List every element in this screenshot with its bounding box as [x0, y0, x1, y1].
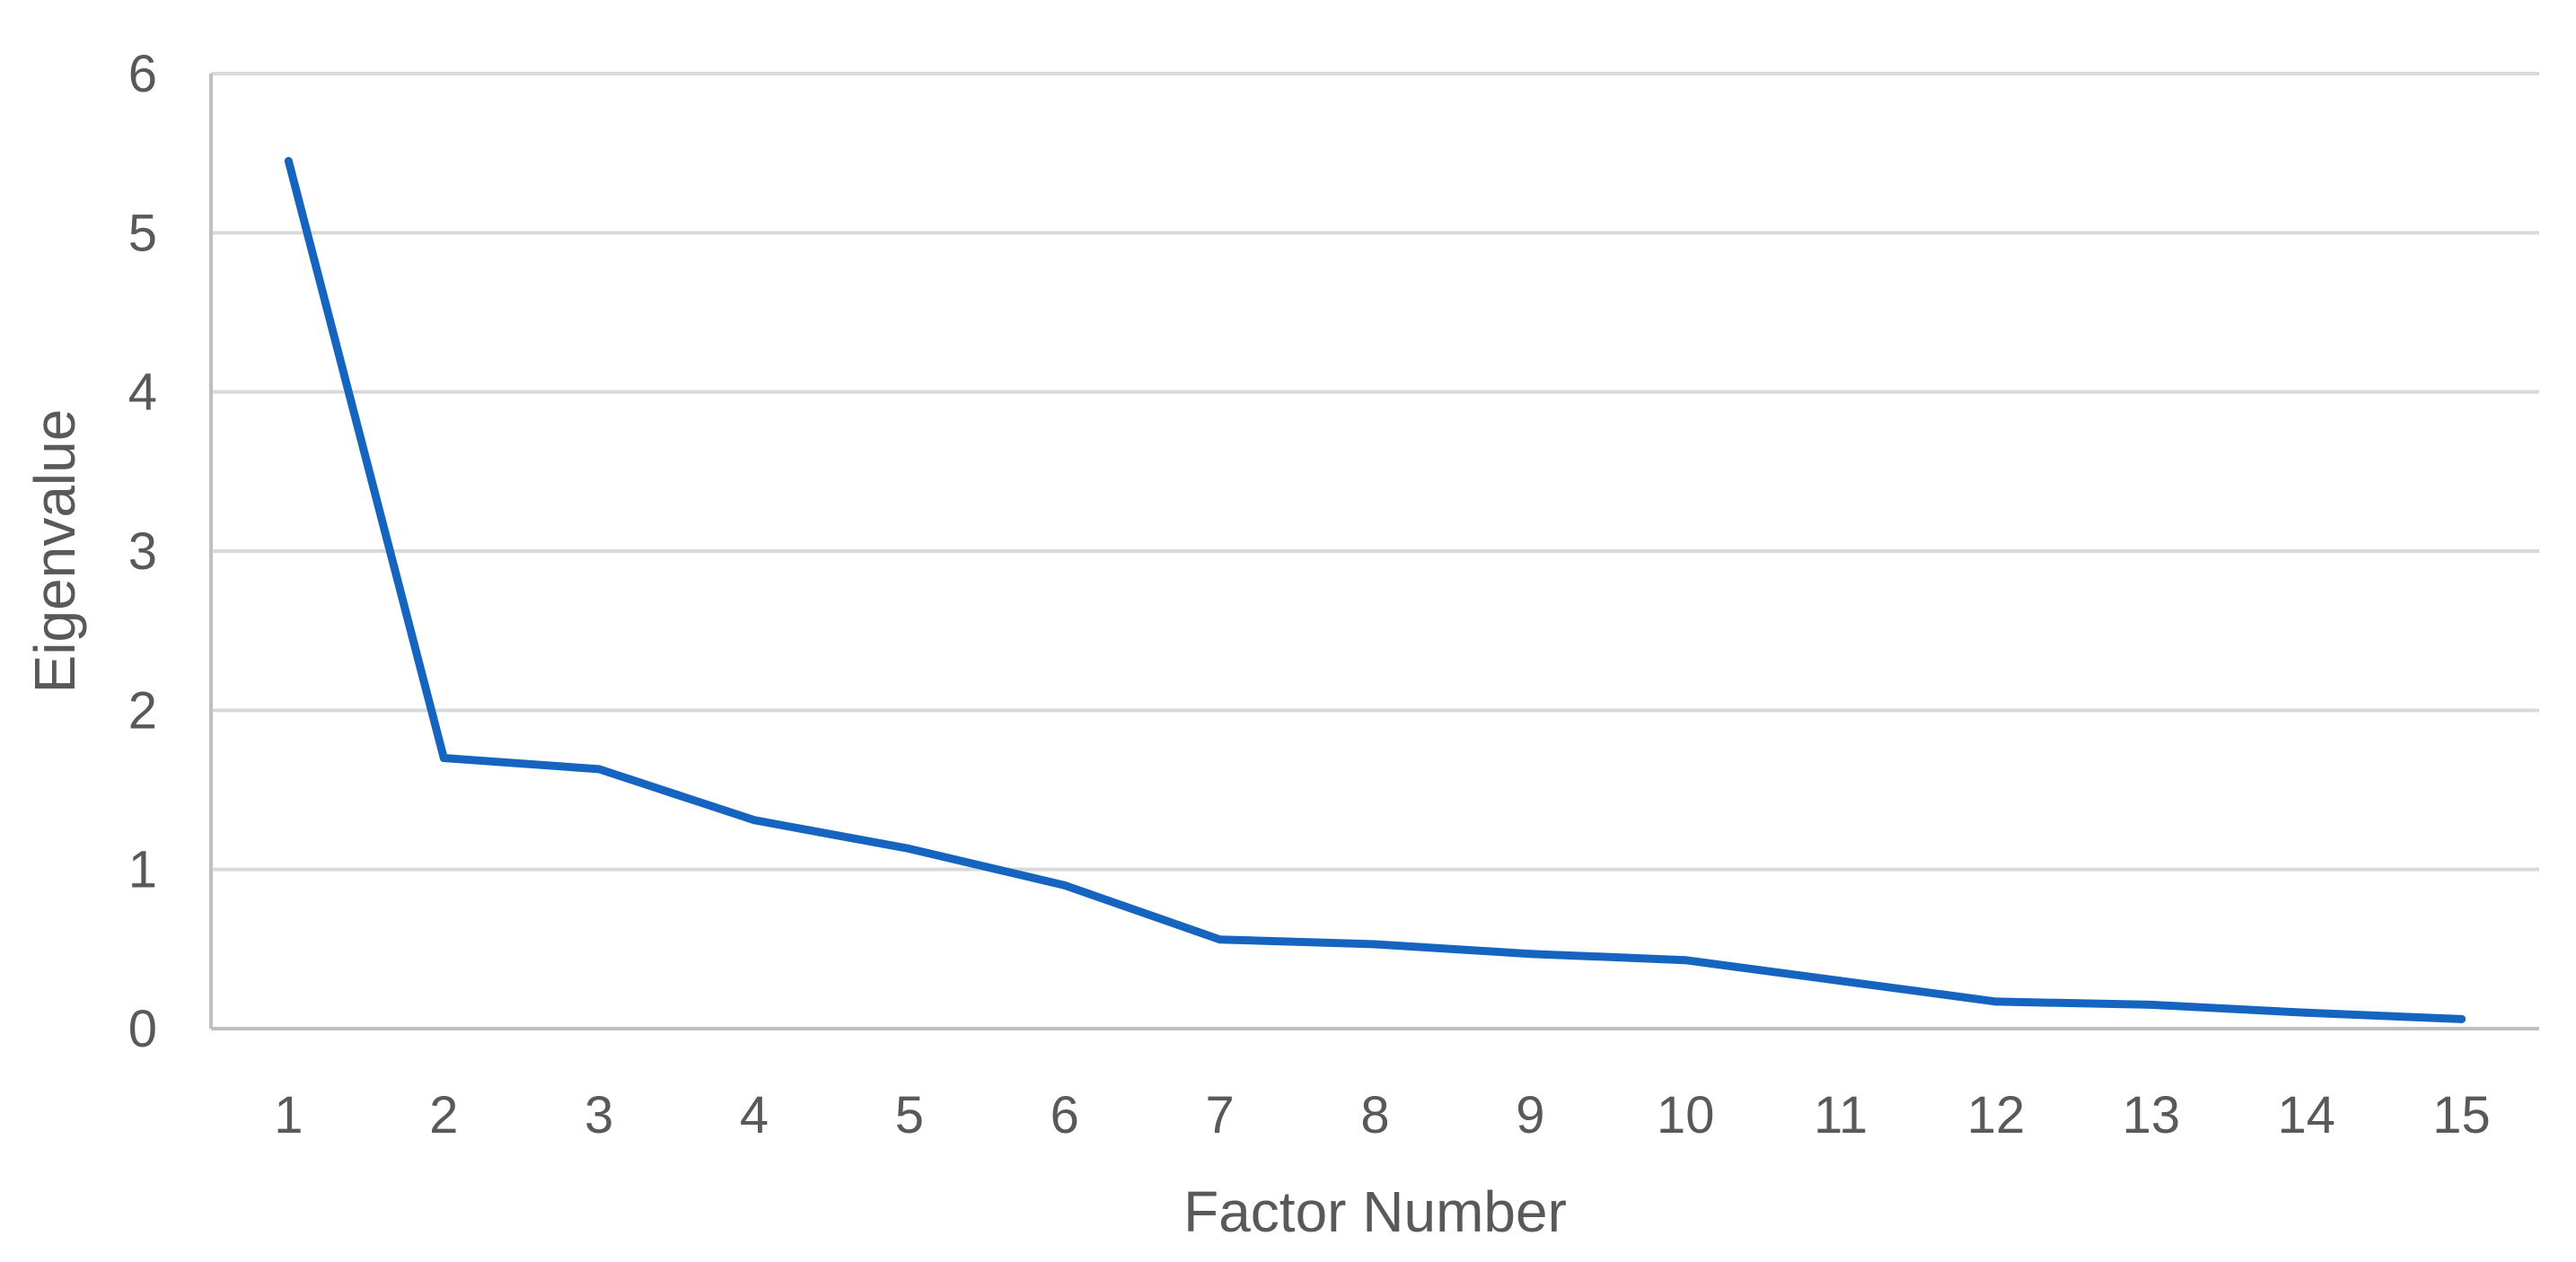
x-tick-label: 1	[274, 1086, 303, 1144]
series-line-1	[284, 157, 2466, 1023]
data-point-9	[1525, 950, 1534, 959]
y-tick-label: 1	[128, 841, 157, 899]
x-tick-label: 9	[1516, 1086, 1544, 1144]
gridlines	[211, 72, 2539, 872]
x-tick-label: 12	[1967, 1086, 2026, 1144]
data-point-3	[594, 765, 603, 774]
data-point-4	[750, 816, 759, 825]
x-tick-label: 14	[2277, 1086, 2335, 1144]
x-tick-label: 11	[1814, 1086, 1868, 1144]
x-axis-title: Factor Number	[1183, 1179, 1567, 1244]
data-point-15	[2457, 1014, 2466, 1023]
data-point-6	[1060, 881, 1069, 890]
y-tick-label: 0	[128, 1000, 157, 1058]
data-point-2	[439, 754, 448, 763]
axes	[209, 74, 2539, 1030]
x-tick-label: 7	[1206, 1086, 1235, 1144]
data-point-5	[905, 845, 914, 854]
data-point-12	[1991, 997, 2000, 1006]
x-tick-label: 5	[895, 1086, 924, 1144]
data-point-7	[1216, 935, 1225, 944]
y-axis-title: Eigenvalue	[22, 409, 87, 694]
x-tick-label: 3	[585, 1086, 613, 1144]
data-point-13	[2147, 1000, 2156, 1009]
x-tick-label: 8	[1360, 1086, 1389, 1144]
data-point-11	[1836, 977, 1845, 986]
x-tick-label: 4	[740, 1086, 769, 1144]
y-tick-label: 4	[128, 364, 157, 422]
x-tick-label: 15	[2432, 1086, 2491, 1144]
data-point-10	[1681, 956, 1690, 965]
x-axis-tick-labels: 1 2 3 4 5 6 7 8 9 10 11 12 13 14 15	[274, 1086, 2491, 1144]
x-tick-label: 10	[1657, 1086, 1715, 1144]
y-tick-label: 5	[128, 204, 157, 262]
x-tick-label: 6	[1051, 1086, 1079, 1144]
data-point-1	[284, 157, 293, 166]
y-tick-label: 3	[128, 522, 157, 581]
data-point-8	[1371, 940, 1379, 949]
x-tick-label: 13	[2123, 1086, 2181, 1144]
y-tick-label: 2	[128, 681, 157, 740]
data-point-14	[2302, 1008, 2311, 1017]
y-tick-label: 6	[128, 45, 157, 103]
series-layer	[284, 157, 2466, 1023]
x-tick-label: 2	[429, 1086, 458, 1144]
y-axis-tick-labels: 0 1 2 3 4 5 6	[128, 45, 157, 1058]
